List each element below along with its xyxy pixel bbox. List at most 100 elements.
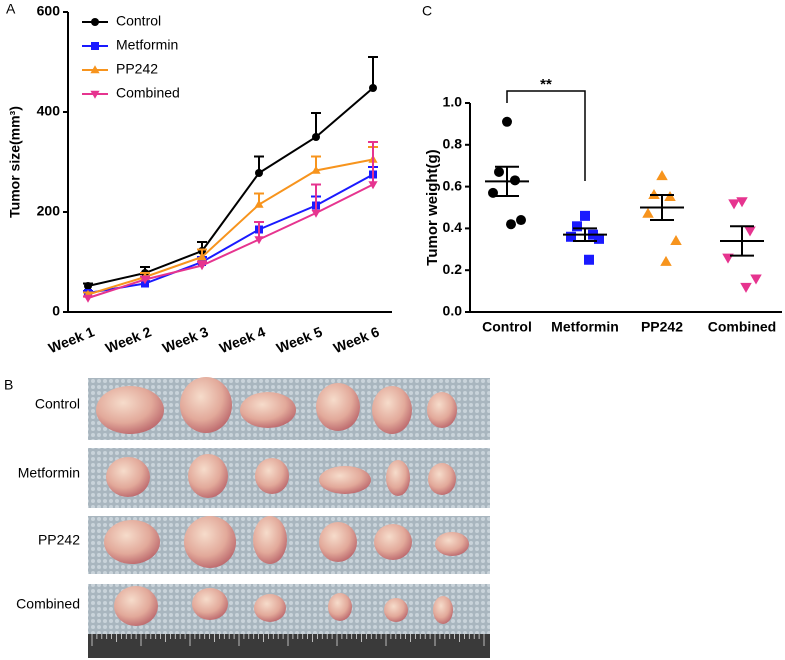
y-tick-label: 0.0 [443,303,463,319]
x-tick-label: Control [482,319,532,335]
x-tick-label: Week 1 [46,323,97,356]
marker [311,165,321,174]
row-label: Metformin [18,465,80,481]
marker [744,226,756,237]
x-tick-label: Combined [708,319,776,335]
y-axis-title: Tumor weight(g) [424,149,441,265]
y-tick-label: 0.8 [443,136,463,152]
tumor [384,598,408,622]
panel-label: B [4,377,13,393]
marker [369,84,377,92]
marker [254,199,264,208]
marker [83,294,93,303]
panel-label: C [422,3,432,19]
series-line [87,87,374,287]
y-axis-title: Tumor size(mm³) [7,106,23,218]
x-tick-label: PP242 [641,319,683,335]
marker [740,282,752,293]
marker [502,116,512,127]
series-line [87,183,374,299]
marker [664,191,676,202]
tumor [188,454,228,498]
legend-label: Metformin [116,37,178,53]
marker [510,175,520,186]
legend-marker [90,65,100,74]
marker [197,262,207,271]
x-tick-label: Week 3 [160,323,211,356]
tumor [374,524,412,560]
x-tick-label: Week 2 [103,323,154,356]
legend-marker [91,18,99,26]
marker [750,274,762,285]
legend-label: Combined [116,85,180,101]
x-tick-label: Week 6 [331,323,382,356]
error-bar [573,227,597,242]
series-line [87,173,374,294]
significance-label: ** [540,76,552,93]
tumor [372,386,412,434]
tumor [433,596,453,624]
marker [594,233,604,244]
marker [140,276,150,285]
legend-marker [91,42,99,50]
row-label: Combined [16,596,80,612]
row-label: Control [35,396,80,412]
marker [506,219,516,230]
marker [255,169,263,177]
x-tick-label: Week 4 [217,323,268,356]
row-label: PP242 [38,532,80,548]
tumor [316,383,360,431]
significance-bracket [506,90,586,181]
marker [584,254,594,265]
legend-label: Control [116,13,161,29]
y-tick-label: 600 [37,3,61,19]
tumor [255,458,289,494]
tumor [240,392,296,428]
legend-marker [90,90,100,99]
tumor [106,457,150,497]
tumor [427,392,457,428]
marker [670,234,682,245]
tumor [180,377,232,433]
tumor [96,386,164,434]
marker [566,231,576,242]
error-bar [495,165,519,198]
x-tick-label: Metformin [551,319,619,335]
photo [88,448,490,508]
tumor [104,520,160,564]
marker [254,236,264,245]
marker [311,209,321,218]
tumor [328,593,352,621]
tumor [184,516,236,568]
tumor [253,516,287,564]
y-tick-label: 200 [37,203,61,219]
y-tick-label: 400 [37,103,61,119]
marker [728,199,740,210]
marker [580,210,590,221]
marker [656,170,668,181]
error-bar [730,225,754,257]
error-bar [650,193,674,222]
tumor [319,466,371,494]
y-tick-label: 0.4 [443,219,463,235]
marker [516,215,526,226]
marker [84,282,92,290]
error-bar [311,183,321,213]
y-tick-label: 0.2 [443,261,463,277]
tumor [114,586,158,626]
marker [642,207,654,218]
tumor [435,532,469,556]
error-bar [368,141,378,185]
legend-label: PP242 [116,61,158,77]
marker [660,255,672,266]
marker [368,181,378,190]
ruler [88,634,490,658]
series-line [87,158,374,296]
marker [312,133,320,141]
y-tick-label: 0 [52,303,60,319]
marker [572,221,582,232]
marker [494,166,504,177]
tumor [192,588,228,620]
y-tick-label: 0.6 [443,177,463,193]
